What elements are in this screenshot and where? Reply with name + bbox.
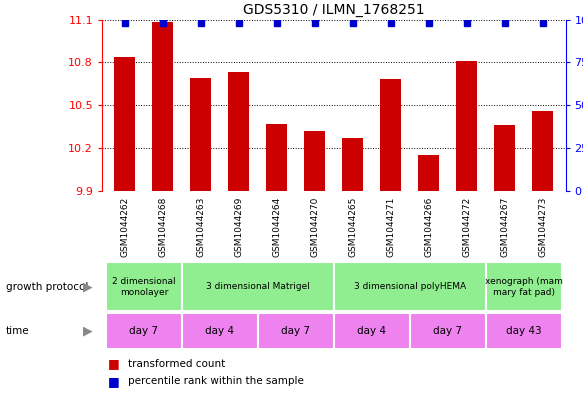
Text: ▶: ▶ xyxy=(83,325,92,338)
Bar xyxy=(258,313,333,349)
Bar xyxy=(486,263,561,311)
Text: day 43: day 43 xyxy=(506,326,542,336)
Text: 3 dimensional Matrigel: 3 dimensional Matrigel xyxy=(206,283,310,291)
Bar xyxy=(532,111,553,191)
Text: xenograph (mam
mary fat pad): xenograph (mam mary fat pad) xyxy=(485,277,563,297)
Bar xyxy=(114,57,135,191)
Text: ■: ■ xyxy=(108,375,120,388)
Text: GSM1044263: GSM1044263 xyxy=(196,196,205,257)
Bar xyxy=(486,313,561,349)
Bar xyxy=(494,125,515,191)
Text: time: time xyxy=(6,326,30,336)
Bar xyxy=(333,313,410,349)
Text: transformed count: transformed count xyxy=(128,358,226,369)
Text: GSM1044267: GSM1044267 xyxy=(500,196,509,257)
Bar xyxy=(106,313,182,349)
Bar xyxy=(152,22,173,191)
Text: GSM1044273: GSM1044273 xyxy=(538,196,547,257)
Text: GSM1044264: GSM1044264 xyxy=(272,196,281,257)
Bar xyxy=(182,313,258,349)
Bar xyxy=(266,124,287,191)
Text: GSM1044262: GSM1044262 xyxy=(120,196,129,257)
Bar xyxy=(410,313,486,349)
Text: 2 dimensional
monolayer: 2 dimensional monolayer xyxy=(112,277,175,297)
Bar xyxy=(106,263,182,311)
Text: growth protocol: growth protocol xyxy=(6,282,88,292)
Text: GSM1044265: GSM1044265 xyxy=(348,196,357,257)
Text: day 7: day 7 xyxy=(433,326,462,336)
Bar xyxy=(456,61,477,191)
Text: GSM1044268: GSM1044268 xyxy=(159,196,167,257)
Text: GSM1044270: GSM1044270 xyxy=(310,196,319,257)
Text: day 4: day 4 xyxy=(205,326,234,336)
Bar xyxy=(304,131,325,191)
Text: day 7: day 7 xyxy=(281,326,310,336)
Bar xyxy=(342,138,363,191)
Text: 3 dimensional polyHEMA: 3 dimensional polyHEMA xyxy=(354,283,466,291)
Bar xyxy=(191,78,211,191)
Text: GSM1044266: GSM1044266 xyxy=(424,196,433,257)
Bar xyxy=(418,155,439,191)
Text: day 4: day 4 xyxy=(357,326,387,336)
Bar xyxy=(380,79,401,191)
Text: ■: ■ xyxy=(108,357,120,370)
Bar xyxy=(333,263,486,311)
Bar xyxy=(229,72,250,191)
Text: ▶: ▶ xyxy=(83,280,92,294)
Text: GSM1044272: GSM1044272 xyxy=(462,196,471,257)
Text: day 7: day 7 xyxy=(129,326,159,336)
Title: GDS5310 / ILMN_1768251: GDS5310 / ILMN_1768251 xyxy=(243,3,424,17)
Text: GSM1044269: GSM1044269 xyxy=(234,196,243,257)
Text: percentile rank within the sample: percentile rank within the sample xyxy=(128,376,304,386)
Text: GSM1044271: GSM1044271 xyxy=(387,196,395,257)
Bar xyxy=(182,263,333,311)
